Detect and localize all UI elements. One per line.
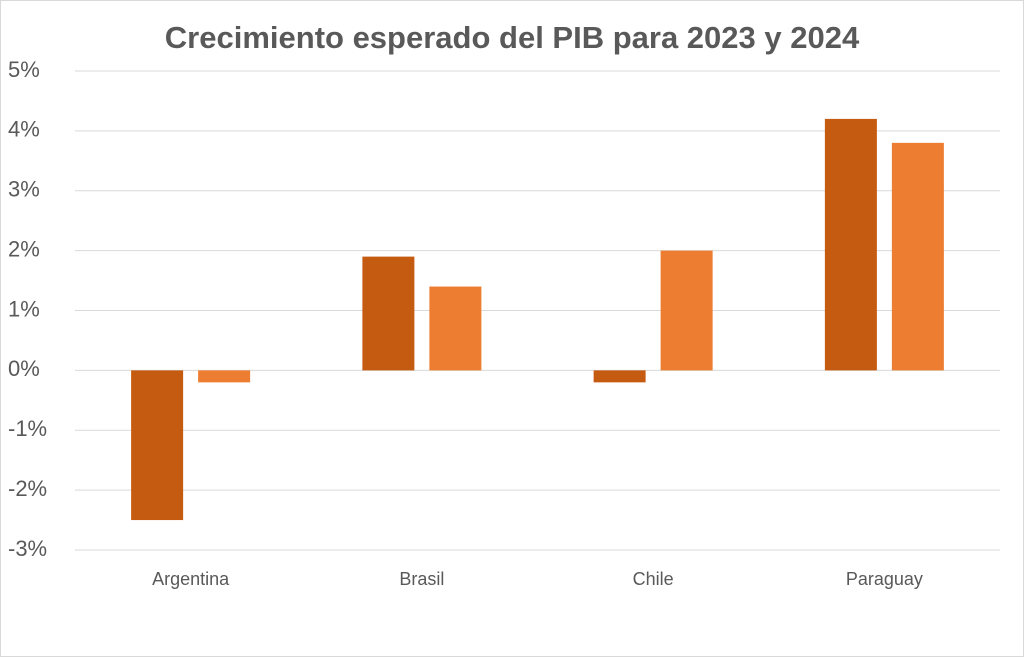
bar: [131, 370, 184, 521]
y-tick-label: -2%: [8, 476, 47, 501]
bar: [198, 370, 251, 383]
bar: [824, 118, 877, 371]
y-tick-label: 2%: [8, 236, 40, 261]
y-tick-label: 4%: [8, 117, 40, 142]
chart-title: Crecimiento esperado del PIB para 2023 y…: [165, 20, 860, 55]
y-tick-label: -1%: [8, 416, 47, 441]
bar: [429, 286, 482, 371]
x-tick-label: Paraguay: [846, 569, 923, 589]
x-tick-label: Argentina: [152, 569, 230, 589]
x-tick-label: Brasil: [399, 569, 444, 589]
y-tick-label: 0%: [8, 356, 40, 381]
bar: [362, 256, 415, 371]
y-tick-label: 5%: [8, 57, 40, 82]
x-tick-label: Chile: [633, 569, 674, 589]
y-tick-label: 1%: [8, 296, 40, 321]
y-tick-label: -3%: [8, 536, 47, 561]
y-tick-label: 3%: [8, 177, 40, 202]
bar: [593, 370, 646, 383]
bar: [891, 142, 944, 371]
bar: [660, 250, 713, 371]
